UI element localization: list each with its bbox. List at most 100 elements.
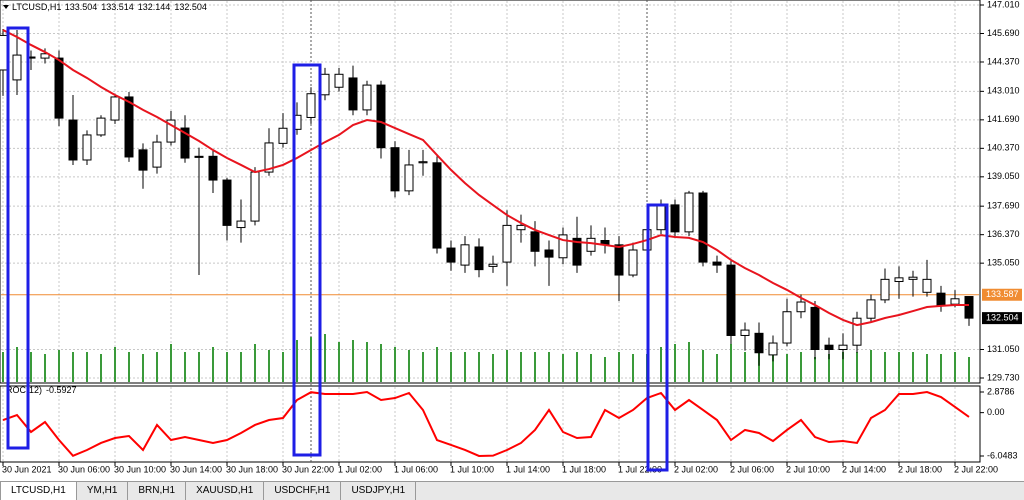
candle-body — [936, 292, 946, 306]
volume-bar — [618, 352, 620, 382]
candle-body — [152, 141, 162, 168]
candle-body — [530, 231, 540, 252]
chart-tab[interactable]: USDJPY,H1 — [341, 482, 417, 500]
volume-bar — [828, 354, 830, 382]
candle-body — [474, 246, 484, 271]
volume-bar — [954, 352, 956, 382]
volume-bar — [296, 340, 298, 382]
candle-body — [418, 161, 428, 164]
roc-line — [2, 391, 970, 457]
volume-bar — [226, 352, 228, 382]
candle-body — [502, 224, 512, 263]
y-tick-label: 145.690 — [987, 28, 1020, 38]
volume-bar — [744, 352, 746, 382]
volume-bar — [142, 354, 144, 382]
candle-body — [96, 117, 106, 136]
volume-bar — [492, 354, 494, 382]
volume-bar — [870, 350, 872, 382]
volume-bar — [240, 352, 242, 382]
volume-bar — [212, 347, 214, 382]
candle-body — [824, 344, 834, 351]
candle-body — [460, 244, 470, 266]
volume-bar — [352, 340, 354, 382]
x-tick-label: 30 Jun 2021 — [2, 464, 52, 474]
candle-body — [376, 84, 386, 149]
volume-bar — [184, 352, 186, 382]
candle-body — [768, 342, 778, 356]
candle-body — [894, 277, 904, 283]
volume-bar — [548, 352, 550, 382]
volume-bar — [464, 352, 466, 382]
chart-tab[interactable]: USDCHF,H1 — [264, 482, 342, 500]
volume-bar — [968, 357, 970, 382]
y-tick-label: 136.370 — [987, 229, 1020, 239]
candle-body — [40, 53, 50, 59]
candle-body — [390, 147, 400, 192]
candle-body — [446, 247, 456, 263]
volume-bar — [520, 352, 522, 382]
y-tick-label: 135.050 — [987, 258, 1020, 268]
volume-bar — [688, 342, 690, 382]
y-tick-label: 2.8786 — [987, 386, 1015, 396]
x-tick-label: 2 Jul 02:00 — [674, 464, 718, 474]
volume-bar — [408, 350, 410, 382]
y-tick-label: 141.690 — [987, 114, 1020, 124]
x-tick-label: 1 Jul 02:00 — [338, 464, 382, 474]
candle-body — [796, 301, 806, 313]
volume-bar — [842, 352, 844, 382]
candle-body — [278, 127, 288, 144]
candle-body — [250, 171, 260, 222]
candle-body — [908, 276, 918, 280]
candle-body — [740, 329, 750, 336]
chart-tab[interactable]: XAUUSD,H1 — [186, 482, 265, 500]
y-tick-label: 144.370 — [987, 56, 1020, 66]
x-tick-label: 30 Jun 14:00 — [170, 464, 222, 474]
volume-bar — [44, 354, 46, 382]
candle-body — [334, 73, 344, 88]
volume-bar — [366, 342, 368, 382]
candle-body — [516, 224, 526, 231]
candle-body — [712, 261, 722, 266]
volume-bar — [324, 334, 326, 382]
x-tick-label: 30 Jun 22:00 — [282, 464, 334, 474]
volume-bar — [674, 344, 676, 382]
candle-body — [558, 234, 568, 259]
candle-body — [194, 155, 204, 158]
volume-bar — [926, 354, 928, 382]
chart-tab[interactable]: LTCUSD,H1 — [0, 482, 77, 500]
menu-icon[interactable] — [3, 5, 9, 9]
candle-body — [0, 34, 8, 71]
candle-body — [754, 332, 764, 354]
volume-bar — [884, 352, 886, 382]
volume-bar — [730, 344, 732, 382]
chart-tab[interactable]: BRN,H1 — [128, 482, 187, 500]
volume-bar — [562, 354, 564, 382]
candle-body — [124, 96, 134, 158]
candle-body — [54, 57, 64, 119]
ask-label: 133.587 — [986, 289, 1019, 299]
y-tick-label: 143.010 — [987, 86, 1020, 96]
candle-body — [852, 317, 862, 346]
x-tick-label: 1 Jul 22:00 — [618, 464, 662, 474]
volume-bar — [128, 352, 130, 382]
volume-bar — [268, 350, 270, 382]
volume-bar — [660, 347, 662, 382]
chart-tab[interactable]: YM,H1 — [77, 482, 129, 500]
candle-body — [964, 296, 974, 319]
highlight-box — [292, 63, 322, 457]
volume-bar — [310, 337, 312, 382]
candle-body — [362, 84, 372, 111]
chart-title: LTCUSD,H1 133.504 133.514 132.144 132.504 — [12, 2, 207, 12]
volume-bar — [394, 347, 396, 382]
volume-bar — [114, 347, 116, 382]
volume-bar — [800, 352, 802, 382]
candle-body — [166, 119, 176, 143]
candle-body — [68, 119, 78, 161]
candle-body — [838, 344, 848, 351]
y-tick-label: 0.00 — [987, 407, 1005, 417]
x-tick-label: 1 Jul 06:00 — [394, 464, 438, 474]
roc-title: ROC(12) -0.5927 — [6, 385, 77, 395]
candle-body — [208, 155, 218, 181]
volume-bar — [58, 350, 60, 382]
